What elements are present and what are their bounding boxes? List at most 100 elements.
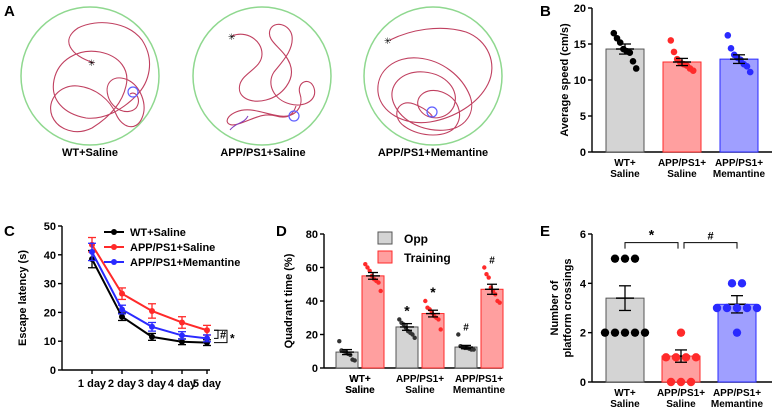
data-point [667,37,675,44]
significance-mark: * [404,302,410,318]
legend-label: WT+Saline [130,227,186,239]
y-tick-label: 0 [580,147,586,159]
legend-label: Opp [404,232,428,246]
series-point [119,313,125,320]
panel-d-label: D [276,223,287,240]
pool-app-memantine: ✳ [363,6,503,146]
data-point [620,328,630,337]
data-point [746,68,754,76]
significance-mark: * [649,227,655,243]
data-point [436,317,441,322]
platform [426,106,438,118]
data-point [724,32,732,39]
data-point [616,39,624,46]
data-point [640,328,650,337]
significance-mark: * [430,284,436,300]
bar [395,326,419,369]
data-point [376,280,381,285]
data-point [630,254,640,263]
series-point [149,307,155,314]
series-point [119,306,125,313]
data-point [712,303,722,313]
y-axis-title-line: Quadrant time (%) [283,253,295,348]
y-tick-label: 20 [306,330,318,342]
data-point [482,265,487,270]
data-point [666,377,676,387]
platform [127,86,139,98]
x-tick-label: Memantine [711,399,764,410]
data-point [471,347,476,352]
data-point [732,328,742,337]
data-point [670,48,678,56]
data-point [737,279,747,288]
data-point [352,358,357,363]
series-point [89,248,95,255]
x-tick-label: APP/PS1+ [715,158,763,169]
pool-label: APP/PS1+Memantine [378,147,488,159]
data-point [727,279,737,288]
swim-path [377,27,493,136]
data-point [484,272,489,277]
y-tick-label: 0 [50,365,56,377]
data-point [686,377,696,387]
bar [421,313,445,369]
y-tick-label: 20 [574,3,586,15]
data-point [661,353,671,362]
x-tick-label: Saline [610,399,640,410]
data-point [423,298,428,304]
x-tick-label: WT+ [349,374,371,385]
y-tick-label: 60 [306,263,318,275]
legend-marker [111,244,117,250]
data-point [732,303,742,313]
y-tick-label: 0 [580,377,586,389]
pool-wt-saline: ✳ [20,6,160,146]
data-point [689,67,697,74]
data-point [600,328,610,337]
data-point [365,265,370,270]
data-point [629,57,637,65]
significance-bracket [214,329,228,344]
data-point [497,300,502,305]
panel-a: A ✳ ✳ ✳ WT+Saline APP/PS1+Saline APP/PS1… [4,3,503,159]
panel-a-label: A [4,3,15,20]
series-point [179,319,185,326]
data-point [676,377,686,387]
series-point [179,338,185,345]
series-point [119,290,125,297]
legend-swatch [377,231,393,245]
series-point [179,332,185,339]
significance-mark: # [489,256,495,267]
y-axis-title: Number ofplatform crossings [549,258,574,357]
data-point [742,303,752,313]
legend-label: APP/PS1+Memantine [130,257,240,269]
data-point [722,303,732,313]
start-mark: ✳ [384,36,392,46]
data-point [337,339,342,344]
panel-c: C 0 10 20 30 40 50 Escape latency (s) 1 day 2 da… [4,221,240,390]
data-point [412,335,417,341]
y-tick-label: 6 [580,229,586,241]
panel-e-label: E [540,223,550,240]
data-point [630,328,640,337]
data-point [676,328,686,337]
x-tick-label: Saline [667,169,697,180]
data-point [410,332,415,337]
bar [717,303,757,383]
data-point [632,65,640,72]
bar [662,61,702,153]
y-tick-label: 2 [580,328,586,340]
start-mark: ✳ [228,32,236,42]
x-tick-label: APP/PS1+ [658,158,706,169]
y-tick-label: 40 [44,250,56,262]
x-tick-label: Saline [666,399,696,410]
swim-path [50,22,151,133]
y-tick-label: 80 [306,229,318,241]
pool-app-saline: ✳ [192,6,332,146]
data-point [610,328,620,337]
series-point [204,327,210,334]
x-tick-label: Saline [345,385,375,396]
x-tick-label: Saline [610,169,640,180]
data-point [610,29,618,37]
